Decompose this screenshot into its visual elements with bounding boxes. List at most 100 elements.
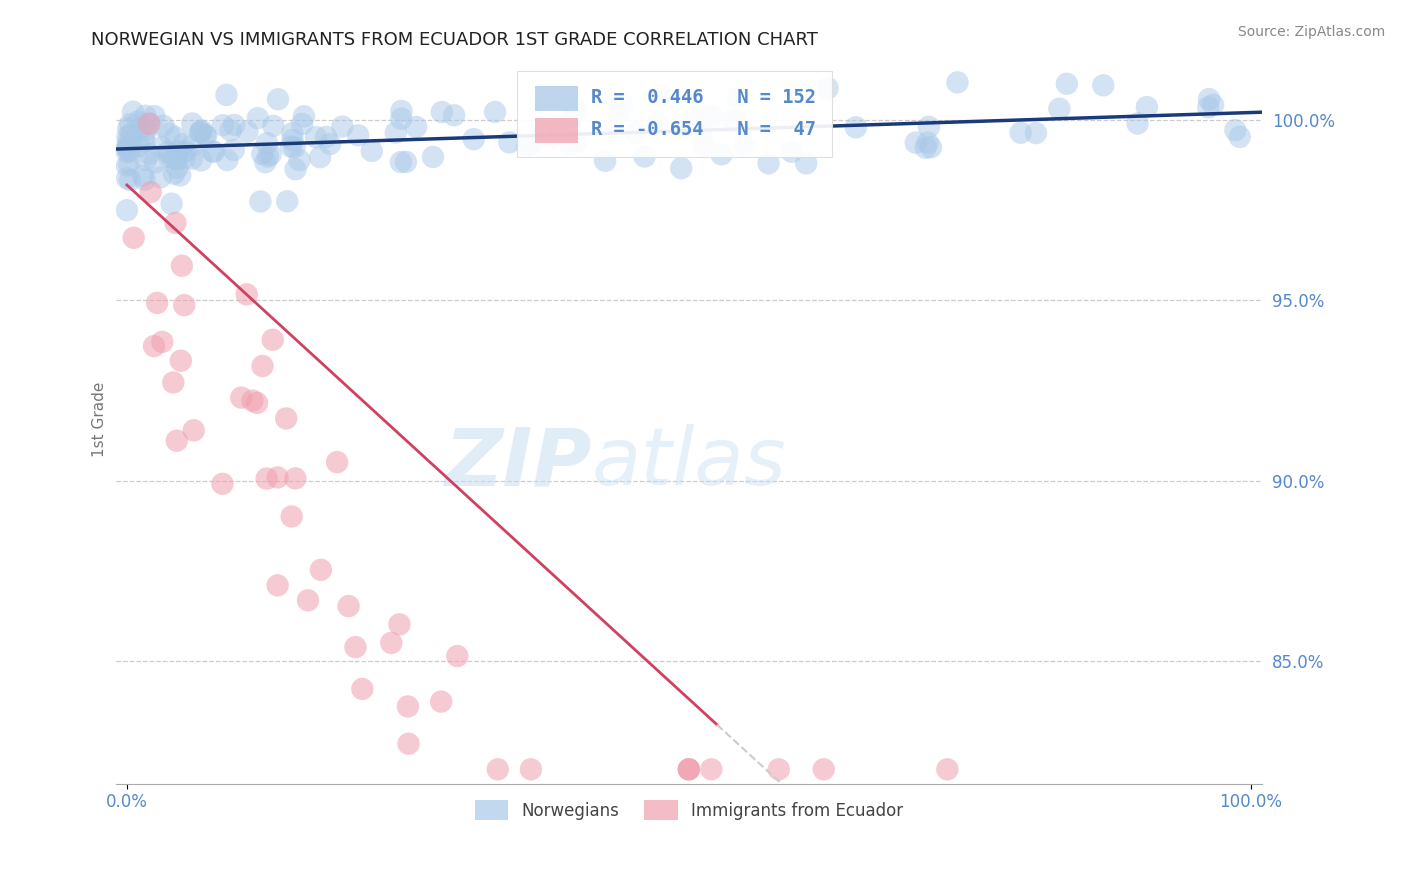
Point [195, 128, 218, 143]
Point [813, 762, 835, 776]
FancyBboxPatch shape [536, 118, 578, 143]
Point [1197, 100, 1219, 114]
Point [380, 636, 402, 650]
Point [118, 145, 141, 159]
Point [160, 196, 183, 211]
Point [120, 117, 142, 131]
FancyBboxPatch shape [517, 71, 832, 157]
Point [389, 112, 412, 126]
Point [115, 203, 138, 218]
Point [758, 156, 780, 170]
Point [262, 333, 284, 347]
Point [134, 109, 156, 123]
Point [167, 145, 190, 159]
Point [516, 139, 538, 153]
Point [276, 411, 298, 425]
Point [309, 563, 332, 577]
Point [150, 140, 173, 154]
Point [267, 92, 290, 106]
Point [794, 156, 817, 170]
Point [173, 136, 195, 151]
Point [768, 762, 790, 776]
Point [344, 640, 367, 654]
Point [1202, 98, 1225, 112]
Point [284, 162, 307, 177]
Point [180, 152, 202, 166]
Point [183, 423, 205, 437]
Point [115, 171, 138, 186]
Point [150, 334, 173, 349]
Point [904, 136, 927, 150]
Point [149, 170, 172, 185]
Point [678, 762, 700, 776]
Point [215, 87, 238, 102]
Point [519, 137, 541, 152]
Point [115, 145, 138, 159]
Point [224, 118, 246, 132]
FancyBboxPatch shape [536, 86, 578, 111]
Point [246, 396, 269, 410]
Point [291, 117, 314, 131]
Point [169, 169, 191, 183]
Point [266, 578, 288, 592]
Point [565, 135, 588, 149]
Point [315, 129, 337, 144]
Point [1198, 92, 1220, 106]
Point [120, 173, 142, 187]
Point [138, 116, 160, 130]
Point [624, 126, 647, 140]
Point [135, 123, 157, 137]
Point [170, 353, 193, 368]
Point [683, 110, 706, 124]
Point [156, 145, 179, 159]
Point [134, 135, 156, 149]
Point [540, 131, 562, 145]
Point [920, 140, 942, 154]
Point [173, 145, 195, 159]
Point [252, 359, 274, 373]
Point [547, 121, 569, 136]
Point [191, 123, 214, 137]
Point [430, 105, 453, 120]
Point [422, 150, 444, 164]
Point [388, 617, 411, 632]
Point [117, 140, 139, 154]
Point [281, 133, 304, 147]
Point [280, 140, 302, 154]
Point [607, 107, 630, 121]
Point [281, 126, 304, 140]
Point [384, 126, 406, 140]
Point [647, 115, 669, 129]
Point [166, 434, 188, 448]
Point [173, 151, 195, 165]
Point [710, 147, 733, 161]
Point [520, 762, 543, 776]
Point [727, 90, 749, 104]
Point [1025, 126, 1047, 140]
Point [194, 128, 217, 143]
Point [1056, 77, 1078, 91]
Point [936, 762, 959, 776]
Point [284, 471, 307, 485]
Point [693, 138, 716, 153]
Point [139, 185, 162, 199]
Point [564, 107, 586, 121]
Point [845, 120, 868, 135]
Point [162, 376, 184, 390]
Point [115, 159, 138, 173]
Point [138, 146, 160, 161]
Point [143, 339, 166, 353]
Point [262, 119, 284, 133]
Point [564, 102, 586, 116]
Point [117, 121, 139, 136]
Point [560, 137, 582, 152]
Point [650, 88, 672, 103]
Point [202, 145, 225, 159]
Text: Source: ZipAtlas.com: Source: ZipAtlas.com [1237, 25, 1385, 39]
Point [700, 109, 723, 123]
Point [190, 126, 212, 140]
Point [173, 298, 195, 312]
Point [166, 161, 188, 175]
Point [117, 142, 139, 156]
Point [360, 144, 382, 158]
